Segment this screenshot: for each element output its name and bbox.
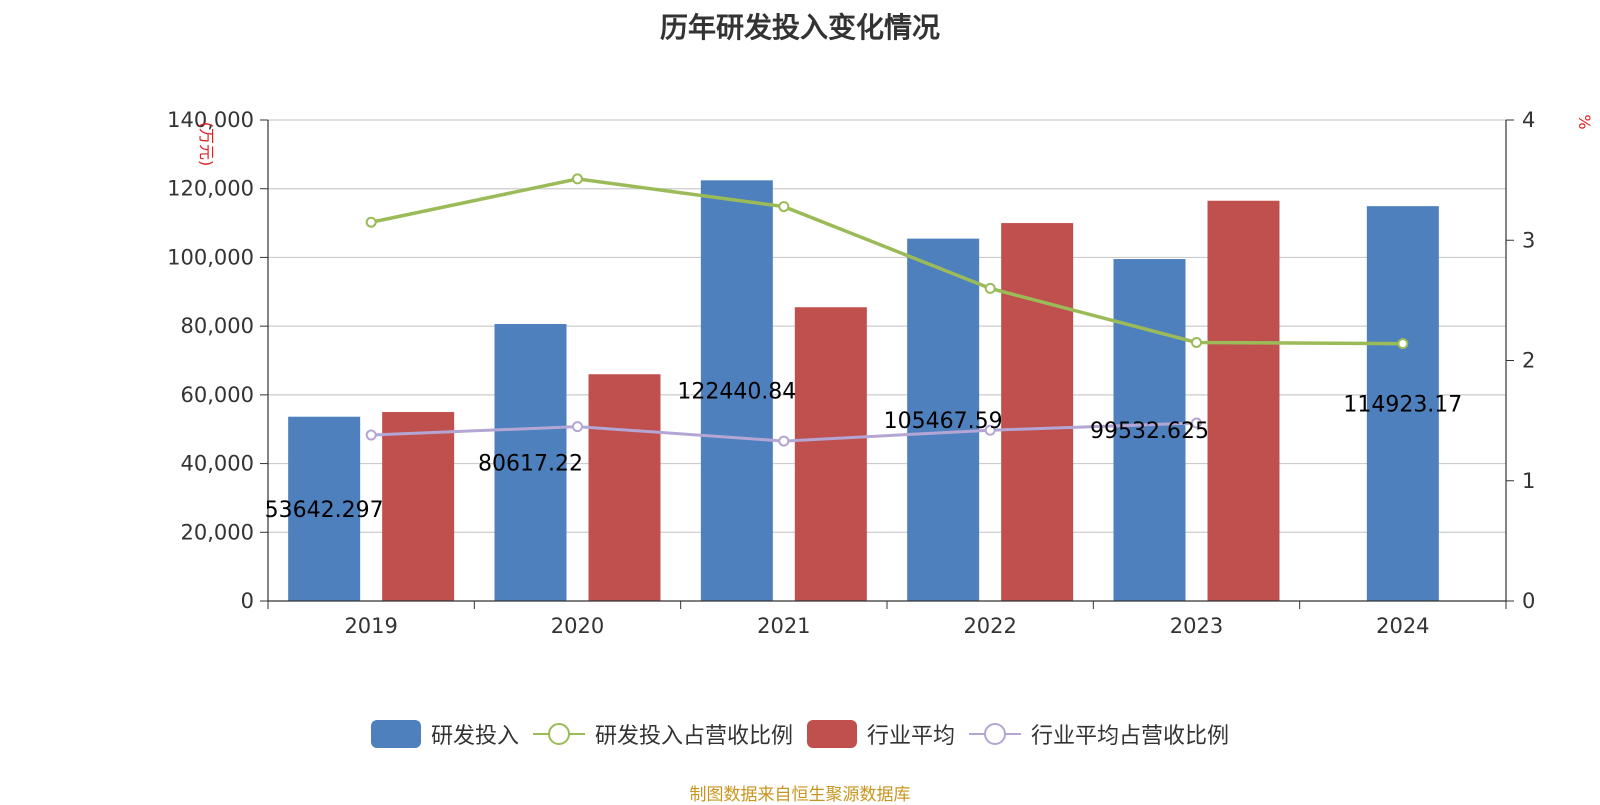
right-tick-label: 3 [1522, 228, 1535, 252]
data-label: 114923.17 [1343, 393, 1462, 418]
line-point [1191, 417, 1202, 429]
line-layer [365, 173, 1409, 447]
bar-rd-investment [700, 180, 773, 602]
line-point [984, 282, 996, 294]
chart-title: 历年研发投入变化情况 [659, 11, 940, 44]
bar-industry-average [382, 412, 455, 601]
data-label: 105467.59 [884, 409, 1003, 434]
line-point [1191, 336, 1202, 348]
data-label: 99532.625 [1090, 419, 1209, 444]
line-point [778, 201, 790, 213]
x-tick-label: 2020 [551, 614, 604, 638]
legend-swatch [370, 720, 421, 748]
bar-rd-investment [288, 416, 361, 601]
legend-item-industry-ratio[interactable]: 行业平均占营收比例 [969, 718, 1229, 750]
bar-rd-investment [1113, 259, 1186, 601]
legend: 研发投入 研发投入占营收比例 行业平均 行业平均占营收比例 [0, 718, 1600, 750]
left-tick-label: 140,000 [167, 108, 254, 132]
right-tick-label: 0 [1522, 589, 1535, 613]
left-tick-label: 20,000 [181, 520, 254, 544]
bar-industry-average [1001, 223, 1074, 602]
legend-label: 研发投入占营收比例 [594, 724, 793, 749]
left-axis-unit: (万元) [197, 122, 216, 167]
axes: 0 20,000 40,000 60,000 80,000 100,000 120,000 1… [167, 108, 1594, 638]
legend-line-marker-icon [532, 723, 585, 745]
source-note: 制图数据来自恒生聚源数据库 [689, 785, 911, 805]
line-point [572, 173, 583, 185]
bar-industry-average [1207, 200, 1280, 601]
left-tick-label: 120,000 [167, 177, 254, 201]
right-tick-label: 1 [1522, 469, 1535, 493]
data-labels: 53642.297 80617.22 122440.84 105467.59 99532… [265, 380, 1463, 523]
right-tick-label: 4 [1522, 108, 1535, 132]
legend-label: 行业平均 [867, 724, 956, 749]
right-axis-unit: % [1575, 114, 1594, 129]
left-tick-label: 60,000 [181, 383, 254, 407]
legend-line-marker-icon [969, 723, 1022, 745]
legend-item-rd-investment[interactable]: 研发投入 [370, 718, 519, 750]
x-tick-label: 2023 [1170, 614, 1223, 638]
grid-lines [268, 119, 1506, 533]
x-tick-label: 2022 [963, 614, 1016, 638]
series-line-rd-ratio [370, 177, 1403, 346]
left-tick-label: 100,000 [167, 245, 254, 269]
legend-item-industry-average[interactable]: 行业平均 [807, 718, 955, 750]
x-tick-label: 2019 [344, 614, 397, 638]
legend-label: 行业平均占营收比例 [1031, 724, 1230, 749]
legend-label: 研发投入 [430, 724, 519, 749]
bar-rd-investment [1366, 206, 1439, 601]
bar-rd-investment [494, 324, 567, 601]
right-tick-label: 2 [1522, 349, 1535, 373]
line-point [984, 424, 996, 436]
left-tick-label: 0 [241, 589, 254, 613]
line-point [365, 216, 377, 228]
line-point [572, 421, 583, 433]
data-label: 80617.22 [478, 452, 583, 477]
x-tick-label: 2021 [757, 614, 810, 638]
bar-layer [288, 180, 1439, 602]
left-tick-label: 80,000 [181, 314, 254, 338]
line-point [365, 429, 377, 441]
legend-swatch [807, 720, 857, 748]
data-label: 122440.84 [677, 380, 796, 405]
left-tick-label: 40,000 [181, 452, 254, 476]
bar-industry-average [588, 374, 661, 601]
x-tick-label: 2024 [1376, 614, 1429, 638]
bar-rd-investment [907, 238, 980, 601]
data-label: 53642.297 [265, 498, 384, 523]
line-point [778, 435, 790, 447]
legend-item-rd-ratio[interactable]: 研发投入占营收比例 [532, 718, 793, 750]
line-point [1397, 338, 1409, 350]
bar-industry-average [794, 307, 867, 601]
